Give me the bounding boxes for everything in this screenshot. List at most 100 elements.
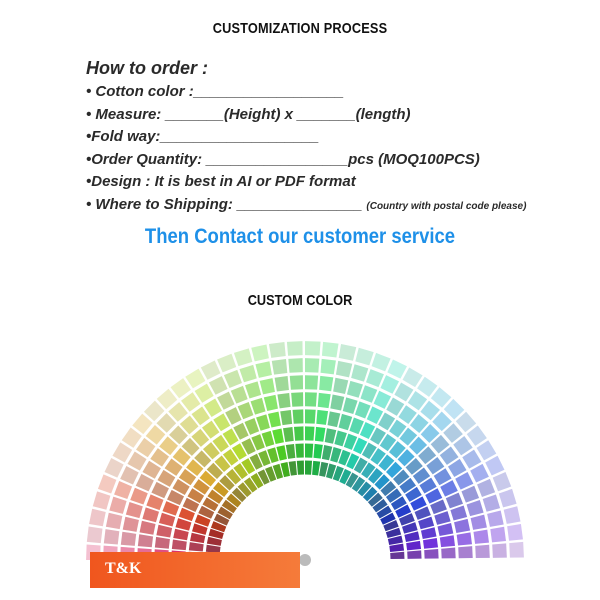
color-swatch	[456, 532, 472, 546]
color-swatch	[426, 456, 445, 475]
color-swatch	[267, 447, 279, 463]
color-swatch	[355, 347, 374, 366]
color-swatch	[432, 411, 452, 432]
color-swatch	[295, 443, 304, 458]
color-swatch	[342, 397, 358, 415]
color-swatch	[441, 547, 456, 559]
color-swatch	[405, 486, 422, 502]
color-swatch	[450, 505, 468, 521]
color-swatch	[385, 527, 402, 539]
color-swatch	[319, 461, 329, 477]
color-swatch	[251, 344, 269, 362]
color-swatch	[194, 383, 214, 403]
color-swatch	[277, 393, 291, 409]
color-swatch	[237, 401, 254, 420]
color-swatch	[378, 454, 395, 472]
color-swatch	[305, 443, 314, 458]
color-swatch	[182, 497, 200, 512]
color-swatch	[367, 468, 383, 484]
color-swatch	[334, 430, 347, 447]
color-swatch	[370, 427, 386, 445]
color-swatch	[361, 462, 376, 479]
color-swatch	[239, 364, 257, 383]
color-swatch	[171, 539, 187, 551]
color-swatch	[437, 523, 454, 536]
color-swatch	[226, 468, 242, 485]
color-swatch	[259, 378, 275, 395]
color-swatch	[338, 413, 353, 431]
color-swatch	[418, 516, 435, 530]
color-swatch	[92, 491, 111, 510]
color-swatch	[445, 492, 464, 509]
color-swatch	[393, 469, 410, 486]
color-swatch	[237, 482, 252, 498]
color-swatch	[439, 446, 459, 465]
color-swatch	[255, 361, 272, 378]
color-swatch	[230, 385, 248, 404]
color-swatch	[272, 463, 284, 480]
color-swatch	[443, 398, 465, 420]
color-swatch	[159, 436, 178, 456]
color-swatch	[430, 499, 447, 515]
color-swatch	[285, 443, 296, 459]
order-line-quantity: •Order Quantity: _________________pcs (M…	[86, 150, 480, 168]
color-swatch	[172, 479, 190, 495]
color-swatch	[120, 531, 137, 546]
color-swatch	[172, 447, 191, 466]
color-swatch	[156, 388, 178, 410]
color-swatch	[213, 513, 230, 526]
color-swatch	[286, 341, 303, 356]
color-swatch	[420, 424, 440, 443]
color-swatch	[167, 489, 185, 506]
color-swatch	[188, 542, 204, 552]
color-swatch	[280, 409, 293, 426]
color-swatch	[202, 497, 219, 512]
color-swatch	[276, 445, 287, 461]
color-swatch	[332, 465, 344, 482]
color-swatch	[233, 463, 248, 480]
color-swatch	[175, 518, 192, 531]
color-swatch	[360, 385, 378, 403]
color-swatch	[233, 348, 253, 367]
color-swatch	[485, 455, 505, 476]
color-swatch	[313, 443, 323, 459]
color-swatch	[404, 531, 420, 542]
color-swatch	[388, 441, 406, 459]
color-swatch	[142, 460, 161, 479]
color-swatch	[418, 446, 437, 465]
color-swatch	[406, 540, 422, 551]
color-swatch	[268, 342, 286, 358]
brand-label: T&K	[105, 560, 142, 577]
color-swatch	[498, 488, 517, 508]
color-swatch	[378, 412, 396, 431]
color-swatch	[371, 352, 391, 372]
color-swatch	[202, 442, 220, 460]
color-swatch	[373, 390, 392, 409]
color-swatch	[412, 467, 431, 484]
color-swatch	[208, 376, 228, 395]
color-swatch	[104, 458, 124, 478]
color-swatch	[181, 392, 201, 412]
color-swatch	[351, 364, 369, 382]
color-swatch	[305, 426, 315, 441]
fan-rivet	[299, 554, 311, 566]
color-swatch	[397, 449, 415, 467]
color-swatch	[399, 477, 417, 494]
color-swatch	[283, 426, 294, 443]
color-swatch	[226, 493, 242, 508]
color-swatch	[305, 409, 316, 424]
color-swatch	[243, 477, 258, 493]
color-swatch	[390, 496, 407, 511]
color-swatch	[185, 368, 206, 389]
color-swatch	[338, 344, 357, 361]
color-swatch	[351, 476, 366, 492]
color-swatch	[443, 423, 463, 443]
color-swatch	[327, 411, 341, 428]
color-swatch	[139, 520, 156, 535]
color-swatch	[207, 489, 224, 504]
color-swatch	[151, 481, 169, 499]
color-swatch	[241, 458, 256, 475]
color-swatch	[168, 402, 188, 422]
color-swatch	[346, 380, 363, 398]
color-swatch	[130, 487, 148, 505]
